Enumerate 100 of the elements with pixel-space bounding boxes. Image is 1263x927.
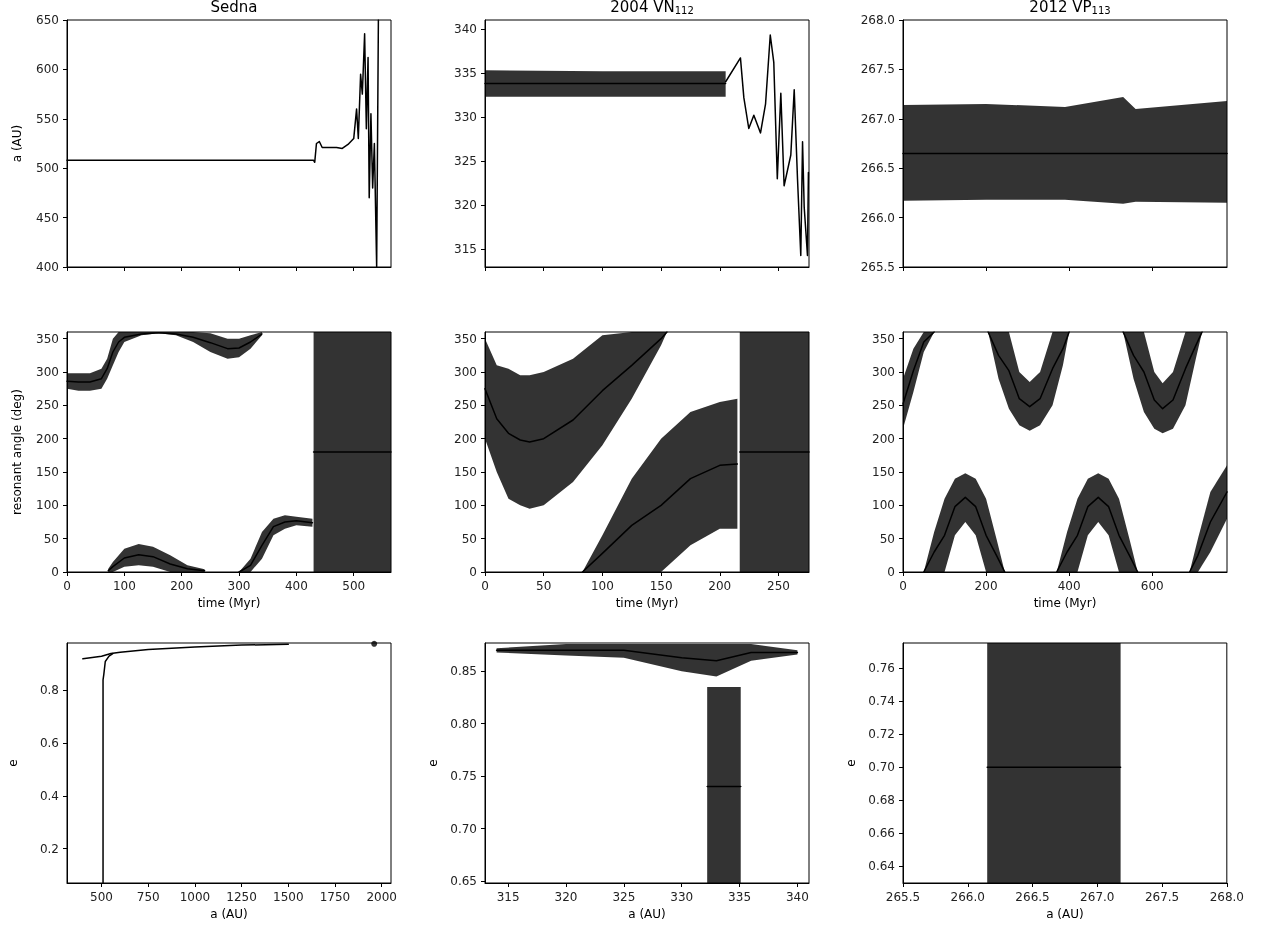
x-tick-label: 300 (227, 579, 251, 593)
y-tick-label: 100 (872, 498, 895, 513)
x-tick-label: 1250 (226, 890, 257, 904)
x-tick-label: 315 (496, 890, 520, 904)
y-tick-label: 250 (454, 398, 477, 413)
y-tick-label: 550 (36, 111, 59, 126)
chart-title: Sedna (210, 0, 258, 16)
y-tick-label: 315 (454, 242, 477, 257)
y-tick-label: 50 (43, 531, 59, 546)
x-tick-label: 0 (481, 579, 489, 593)
y-tick-label: 200 (454, 431, 477, 446)
y-tick-label: 0.8 (39, 683, 59, 698)
x-tick-label: 325 (612, 890, 636, 904)
y-tick-label: 0.74 (868, 693, 895, 708)
y-tick-label: 0.65 (450, 873, 477, 888)
y-tick-label: 268.0 (860, 13, 895, 27)
y-tick-label: 0.66 (868, 826, 895, 841)
y-tick-label: 265.5 (860, 260, 895, 274)
x-tick-label: 400 (284, 579, 308, 593)
y-tick-label: 0.76 (868, 660, 895, 675)
y-tick-label: 400 (36, 260, 59, 274)
x-tick-label: 600 (1140, 579, 1164, 593)
x-tick-label: 0 (899, 579, 907, 593)
chart-title: 2012 VP113 (1029, 0, 1111, 16)
y-tick-label: 340 (454, 21, 477, 36)
y-tick-label: 0.80 (450, 716, 477, 731)
y-tick-label: 150 (872, 465, 895, 479)
x-tick-label: 1000 (179, 890, 211, 904)
y-axis-title: e (844, 759, 859, 767)
y-tick-label: 0.68 (868, 793, 895, 808)
y-tick-label: 150 (454, 465, 477, 479)
x-tick-label: 200 (974, 579, 998, 593)
y-tick-label: 250 (872, 398, 895, 413)
x-tick-label: 330 (670, 890, 694, 904)
y-tick-label: 450 (36, 210, 59, 225)
y-tick-label: 150 (36, 465, 59, 479)
y-tick-label: 267.5 (860, 62, 895, 77)
x-tick-label: 267.0 (1080, 890, 1115, 904)
x-tick-label: 267.5 (1144, 890, 1180, 904)
y-tick-label: 0 (469, 565, 477, 579)
y-tick-label: 0.70 (868, 760, 895, 775)
x-tick-label: 150 (649, 579, 673, 593)
x-tick-label: 750 (136, 890, 160, 904)
y-axis-title: resonant angle (deg) (10, 389, 24, 515)
x-tick-label: 500 (342, 579, 366, 593)
x-tick-label: 268.0 (1209, 890, 1244, 904)
x-tick-label: 500 (90, 890, 113, 904)
y-tick-label: 266.0 (860, 210, 895, 225)
x-axis-title: time (Myr) (197, 595, 261, 610)
y-axis-title: a (AU) (10, 124, 24, 163)
y-tick-label: 330 (454, 110, 477, 125)
y-tick-label: 100 (36, 498, 59, 513)
x-tick-label: 250 (767, 579, 790, 593)
x-tick-label: 335 (728, 890, 752, 904)
y-tick-label: 300 (454, 365, 477, 379)
y-tick-label: 250 (36, 398, 59, 413)
y-tick-label: 300 (872, 365, 895, 379)
x-axis-title: a (AU) (1046, 906, 1084, 921)
x-tick-label: 320 (554, 890, 578, 904)
y-tick-label: 0 (51, 565, 59, 579)
x-tick-label: 400 (1057, 579, 1081, 593)
x-tick-label: 200 (708, 579, 732, 593)
y-axis-title: e (6, 759, 20, 767)
y-tick-label: 350 (36, 331, 59, 346)
x-tick-label: 340 (785, 890, 809, 904)
x-axis-title: a (AU) (628, 906, 666, 921)
x-tick-label: 50 (536, 579, 552, 593)
x-axis-title: a (AU) (210, 906, 248, 921)
y-tick-label: 0.64 (868, 859, 895, 874)
x-axis-title: time (Myr) (615, 595, 679, 610)
x-axis-title: time (Myr) (1033, 595, 1097, 610)
x-tick-label: 266.0 (950, 890, 985, 904)
y-tick-label: 600 (36, 62, 59, 77)
y-tick-label: 0.85 (450, 664, 477, 679)
y-tick-label: 0.6 (39, 736, 59, 751)
y-tick-label: 200 (872, 431, 895, 446)
y-tick-label: 0.2 (39, 841, 59, 856)
x-tick-label: 1750 (319, 890, 351, 904)
y-tick-label: 350 (872, 331, 895, 346)
y-tick-label: 0.72 (868, 727, 895, 742)
y-tick-label: 350 (454, 331, 477, 346)
y-tick-label: 267.0 (860, 111, 895, 126)
y-tick-label: 100 (454, 498, 477, 513)
y-tick-label: 200 (36, 431, 59, 446)
y-tick-label: 300 (36, 365, 59, 379)
y-tick-label: 0.75 (450, 769, 477, 784)
y-tick-label: 0.70 (450, 821, 477, 836)
x-tick-label: 200 (170, 579, 194, 593)
y-tick-label: 320 (454, 198, 477, 213)
x-tick-label: 100 (112, 579, 136, 593)
y-tick-label: 0 (887, 565, 895, 579)
y-tick-label: 50 (461, 531, 477, 546)
x-tick-label: 100 (590, 579, 614, 593)
y-tick-label: 335 (454, 65, 477, 80)
y-tick-label: 266.5 (860, 161, 895, 176)
x-tick-label: 0 (63, 579, 71, 593)
y-tick-label: 0.4 (39, 788, 59, 803)
x-tick-label: 1500 (273, 890, 304, 904)
y-tick-label: 325 (454, 154, 477, 169)
x-tick-label: 266.5 (1015, 890, 1050, 904)
